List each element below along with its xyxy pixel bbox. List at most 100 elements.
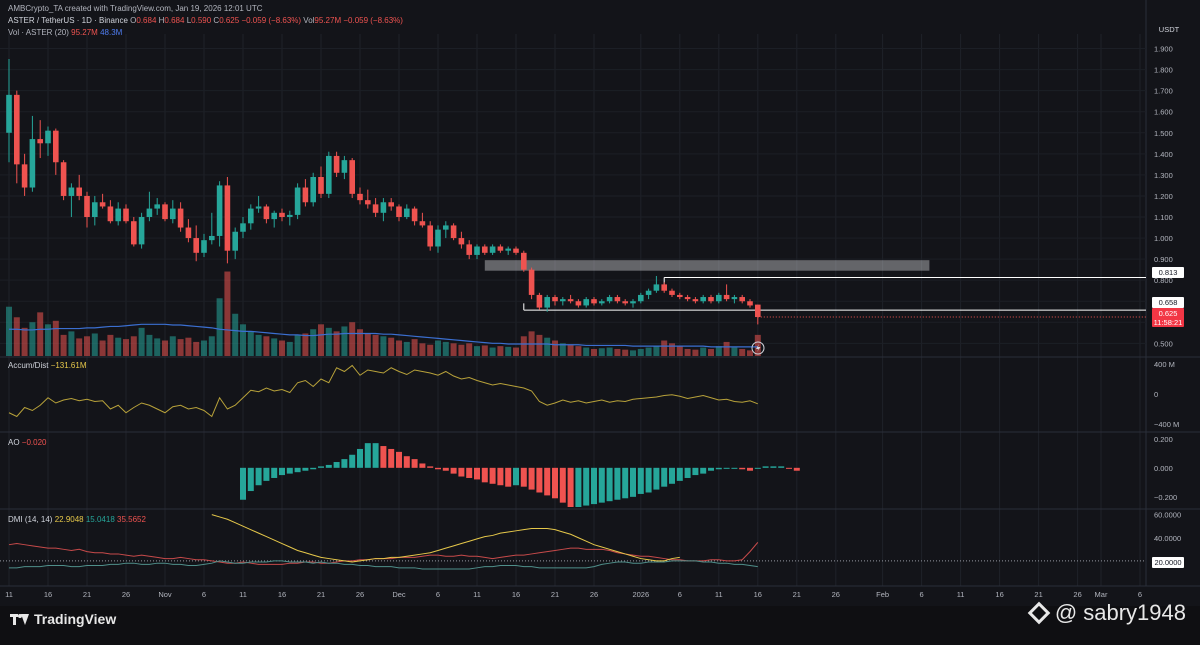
volume-bar	[411, 339, 418, 356]
candle-body	[76, 187, 82, 196]
volume-bar	[107, 334, 114, 356]
ao-bar	[388, 448, 395, 468]
candle-body	[154, 204, 160, 209]
candle-body	[240, 223, 246, 232]
candle-body	[513, 248, 519, 253]
ao-bar	[778, 466, 785, 468]
ao-bar	[505, 467, 512, 487]
candle-body	[435, 229, 441, 247]
candle-body	[115, 208, 121, 222]
candle-body	[193, 238, 199, 253]
candle-body	[349, 160, 355, 194]
x-tick-label: 21	[793, 590, 801, 599]
ao-bar	[637, 467, 644, 494]
ao-bar	[427, 466, 434, 468]
ao-bar	[552, 467, 558, 499]
candle-body	[263, 206, 270, 220]
volume-bar	[427, 344, 434, 356]
price-tick-label: 1.700	[1154, 87, 1173, 96]
ao-bar	[435, 467, 441, 470]
volume-bar	[21, 327, 28, 356]
candle-body	[357, 193, 363, 201]
candle-body	[716, 294, 722, 302]
x-tick-label: 26	[832, 590, 840, 599]
dmi-legend: DMI (14, 14) 22.9048 15.0418 35.5652	[8, 515, 146, 524]
x-tick-label: 11	[239, 590, 247, 599]
volume-bar	[240, 324, 246, 356]
volume-bar	[489, 347, 496, 356]
volume-bar	[669, 343, 675, 356]
volume-bar	[263, 336, 270, 356]
volume-bar	[84, 336, 90, 356]
credit-line: AMBCrypto_TA created with TradingView.co…	[8, 4, 263, 13]
volume-bar	[692, 349, 699, 356]
tradingview-logo[interactable]: TradingView	[10, 611, 116, 627]
volume-bar	[684, 348, 691, 356]
dmi-adx-line	[211, 514, 680, 563]
ao-bar	[489, 467, 496, 484]
ao-bar	[442, 467, 449, 471]
candle-body	[99, 202, 106, 207]
volume-bar	[645, 347, 652, 356]
candle-body	[583, 299, 589, 306]
volume-bar	[653, 346, 660, 356]
price-tick-label: 1.200	[1154, 192, 1173, 201]
currency-label[interactable]: USDT	[1158, 25, 1180, 34]
ao-bar	[575, 467, 582, 507]
candle-body	[372, 204, 379, 213]
x-tick-label: 21	[317, 590, 325, 599]
volume-bar	[676, 346, 683, 356]
ao-bar	[403, 456, 410, 468]
candle-body	[294, 187, 301, 215]
ao-bar	[325, 464, 332, 468]
ao-bar	[692, 467, 699, 476]
volume-bar	[708, 348, 714, 356]
ao-bar	[271, 467, 278, 478]
candle-body	[536, 294, 543, 308]
symbol-name[interactable]: ASTER / TetherUS · 1D · Binance	[8, 16, 128, 25]
x-tick-label: 16	[278, 590, 286, 599]
volume-bar	[45, 324, 51, 356]
ao-bar	[622, 467, 629, 499]
x-tick-label: 6	[436, 590, 440, 599]
ao-legend: AO −0.020	[8, 438, 47, 447]
candle-body	[606, 297, 613, 302]
candle-body	[692, 299, 699, 302]
candle-body	[567, 299, 574, 302]
candle-body	[177, 208, 184, 228]
candle-body	[365, 200, 371, 205]
candle-body	[630, 301, 636, 304]
candle-body	[318, 176, 324, 194]
price-tick-label: 1.000	[1154, 234, 1173, 243]
candle-body	[271, 212, 277, 220]
x-tick-label: Dec	[392, 590, 406, 599]
candle-body	[248, 208, 254, 224]
candle-body	[37, 139, 43, 144]
ao-bar	[669, 467, 675, 484]
volume-bar	[583, 347, 590, 356]
ao-bar	[708, 467, 714, 471]
volume-bar	[208, 336, 215, 356]
candle-body	[708, 297, 714, 302]
ao-bar	[754, 467, 761, 469]
volume-bar	[6, 306, 12, 356]
ao-tick-label: −0.200	[1154, 493, 1177, 502]
candle-body	[302, 187, 309, 203]
volume-bar	[216, 298, 223, 356]
candle-body	[614, 297, 621, 302]
volume-bar	[552, 340, 558, 356]
ao-bar	[676, 467, 683, 481]
ao-bar	[396, 451, 402, 468]
ao-bar	[793, 467, 800, 471]
ao-bar	[240, 467, 246, 500]
binance-icon	[1027, 601, 1051, 625]
ao-bar	[481, 467, 488, 483]
dmi-tick-label: 40.0000	[1154, 534, 1181, 543]
candle-body	[224, 185, 231, 251]
ao-bar	[723, 467, 730, 469]
volume-bar	[372, 334, 379, 356]
candle-body	[419, 221, 426, 226]
candle-body	[92, 202, 98, 218]
candle-body	[638, 294, 644, 302]
